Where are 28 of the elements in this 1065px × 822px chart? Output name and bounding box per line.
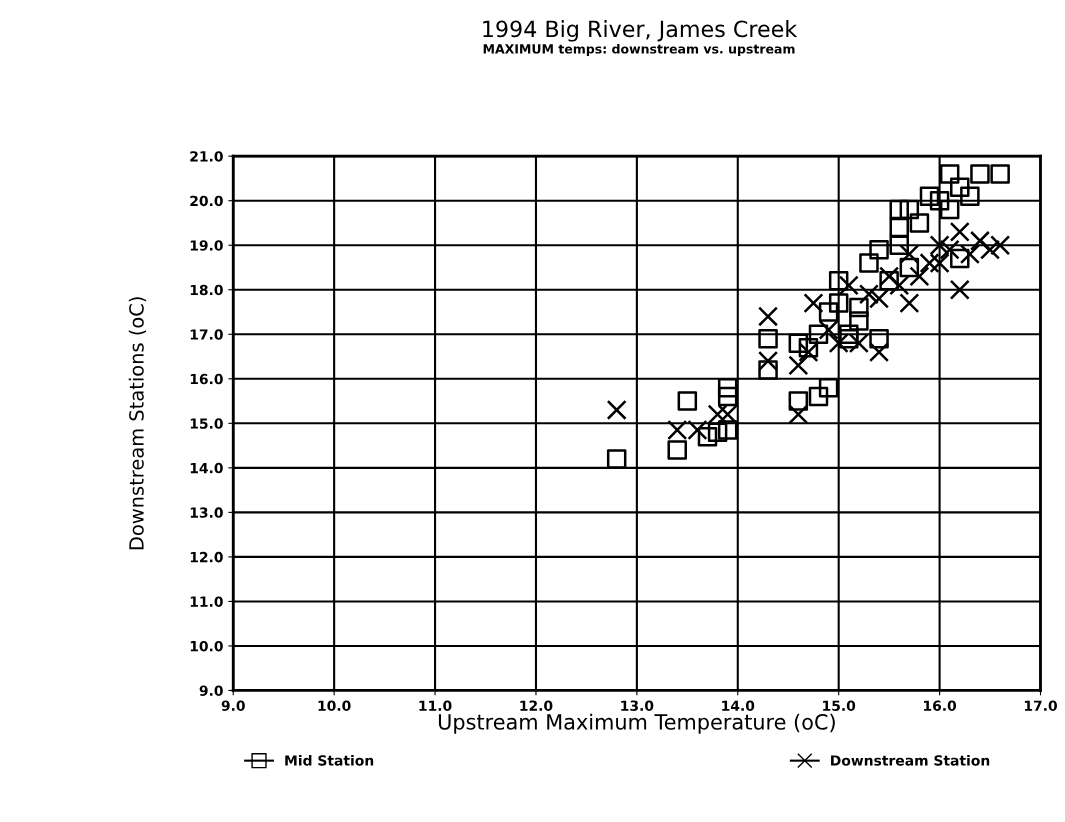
y-tick-label: 20.0: [190, 195, 223, 207]
x-tick-label: 11.0: [419, 700, 452, 711]
y-tick-label: 9.0: [199, 685, 223, 696]
y-tick-label: 15.0: [190, 418, 223, 429]
x-tick-label: 10.0: [318, 700, 351, 711]
x-axis-title: Upstream Maximum Temperature (oC): [438, 713, 835, 734]
y-tick-label: 16.0: [190, 373, 223, 385]
legend-label: Downstream Station: [831, 754, 990, 766]
y-tick-label: 12.0: [190, 551, 223, 563]
x-tick-label: 13.0: [621, 700, 654, 711]
y-tick-label: 17.0: [190, 329, 223, 340]
chart-title: 1994 Big River, James Creek: [483, 20, 798, 42]
x-tick-label: 17.0: [1024, 700, 1057, 711]
y-tick-label: 14.0: [190, 462, 223, 474]
x-tick-label: 9.0: [221, 700, 245, 711]
x-tick-label: 12.0: [520, 700, 553, 711]
y-tick-label: 11.0: [190, 596, 223, 607]
y-tick-label: 13.0: [190, 507, 223, 518]
x-tick-label: 14.0: [722, 700, 755, 711]
y-tick-label: 21.0: [190, 151, 223, 162]
y-tick-label: 19.0: [190, 240, 223, 251]
legend-label: Mid Station: [285, 754, 374, 766]
x-tick-label: 15.0: [823, 700, 856, 711]
y-axis-title: Downstream Stations (oC): [128, 297, 147, 550]
x-tick-label: 16.0: [924, 700, 957, 711]
y-tick-label: 18.0: [190, 284, 223, 296]
chart-subtitle: MAXIMUM temps: downstream vs. upstream: [483, 43, 795, 57]
y-tick-label: 10.0: [190, 640, 223, 652]
